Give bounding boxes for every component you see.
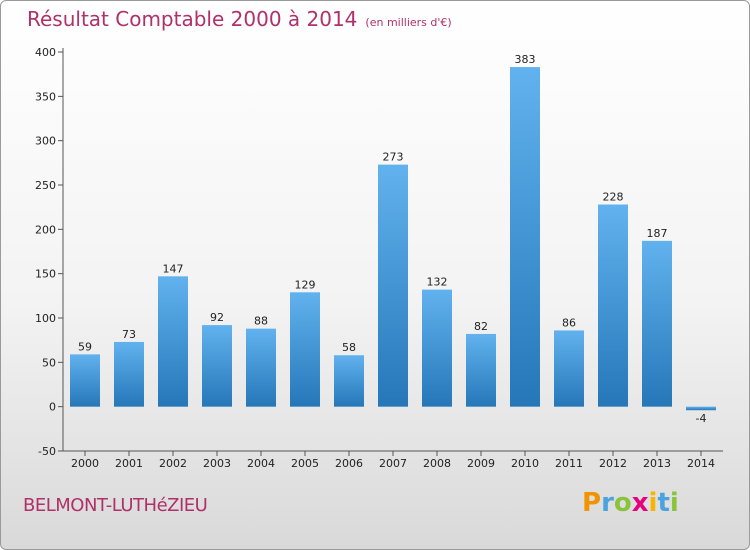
x-tick-label: 2007: [379, 457, 407, 470]
data-label: 228: [603, 191, 624, 204]
x-tick-label: 2011: [555, 457, 583, 470]
chart-title: Résultat Comptable 2000 à 2014 (en millie…: [27, 7, 452, 31]
chart-axes: -50 0 50 100 150 200 250 300 350 400 2000 2001 2002 2…: [35, 46, 723, 470]
data-label: 59: [78, 340, 92, 353]
data-label: 147: [163, 262, 184, 275]
y-tick-label: 400: [35, 46, 56, 59]
x-tick-label: 2010: [511, 457, 539, 470]
bar: [598, 204, 628, 407]
logo-letter: P: [582, 488, 602, 518]
data-label: 187: [647, 227, 668, 240]
x-tick-label: 2000: [71, 457, 99, 470]
logo-letter: i: [669, 488, 679, 518]
data-label: 383: [515, 53, 536, 66]
data-label: 86: [562, 316, 576, 329]
x-tick-label: 2002: [159, 457, 187, 470]
bar: [202, 325, 232, 407]
bar: [378, 164, 408, 407]
x-tick-label: 2003: [203, 457, 231, 470]
chart-unit: (en milliers d'€): [365, 16, 452, 29]
x-tick-label: 2013: [643, 457, 671, 470]
y-tick-label: 100: [35, 312, 56, 325]
bar: [114, 341, 144, 407]
logo-letter: i: [648, 488, 658, 518]
bar: [334, 355, 364, 407]
x-tick-label: 2012: [599, 457, 627, 470]
logo-letter: o: [613, 488, 632, 518]
bar: [246, 328, 276, 407]
x-tick-label: 2005: [291, 457, 319, 470]
data-label: 273: [383, 151, 404, 164]
bar: [422, 289, 452, 407]
data-label: 132: [427, 276, 448, 289]
x-tick-label: 2009: [467, 457, 495, 470]
x-tick-label: 2004: [247, 457, 275, 470]
x-tick-label: 2008: [423, 457, 451, 470]
town-name: BELMONT-LUTHéZIEU: [23, 495, 208, 516]
data-label: 73: [122, 328, 136, 341]
proxiti-logo: Proxiti: [582, 488, 679, 518]
data-label: 88: [254, 315, 268, 328]
bar: [642, 240, 672, 407]
chart-data-labels: 59 73 147 92 88 129 58 273 132 82 383 86 228 187 -4: [78, 53, 706, 425]
data-label: 129: [295, 278, 316, 291]
y-tick-label: 350: [35, 90, 56, 103]
logo-letter: x: [631, 488, 649, 518]
y-tick-label: 50: [42, 356, 56, 369]
logo-letter: r: [601, 488, 614, 518]
data-label: 58: [342, 341, 356, 354]
logo-letter: t: [657, 488, 670, 518]
y-tick-label: 250: [35, 179, 56, 192]
data-label: 82: [474, 320, 488, 333]
y-tick-label: 0: [49, 401, 56, 414]
bar: [70, 354, 100, 407]
x-tick-label: 2001: [115, 457, 143, 470]
bar: [158, 276, 188, 407]
x-tick-label: 2006: [335, 457, 363, 470]
bar: [554, 330, 584, 407]
y-tick-label: 300: [35, 135, 56, 148]
data-label: 92: [210, 311, 224, 324]
bar: [686, 406, 716, 411]
bar: [290, 292, 320, 407]
chart-bars: [70, 67, 716, 411]
y-tick-label: 150: [35, 268, 56, 281]
bar: [466, 333, 496, 407]
x-tick-label: 2014: [687, 457, 715, 470]
chart-title-text: Résultat Comptable 2000 à 2014: [27, 7, 358, 31]
bar: [510, 67, 540, 407]
y-tick-label: 200: [35, 223, 56, 236]
y-tick-label: -50: [38, 445, 56, 458]
data-label: -4: [696, 412, 707, 425]
